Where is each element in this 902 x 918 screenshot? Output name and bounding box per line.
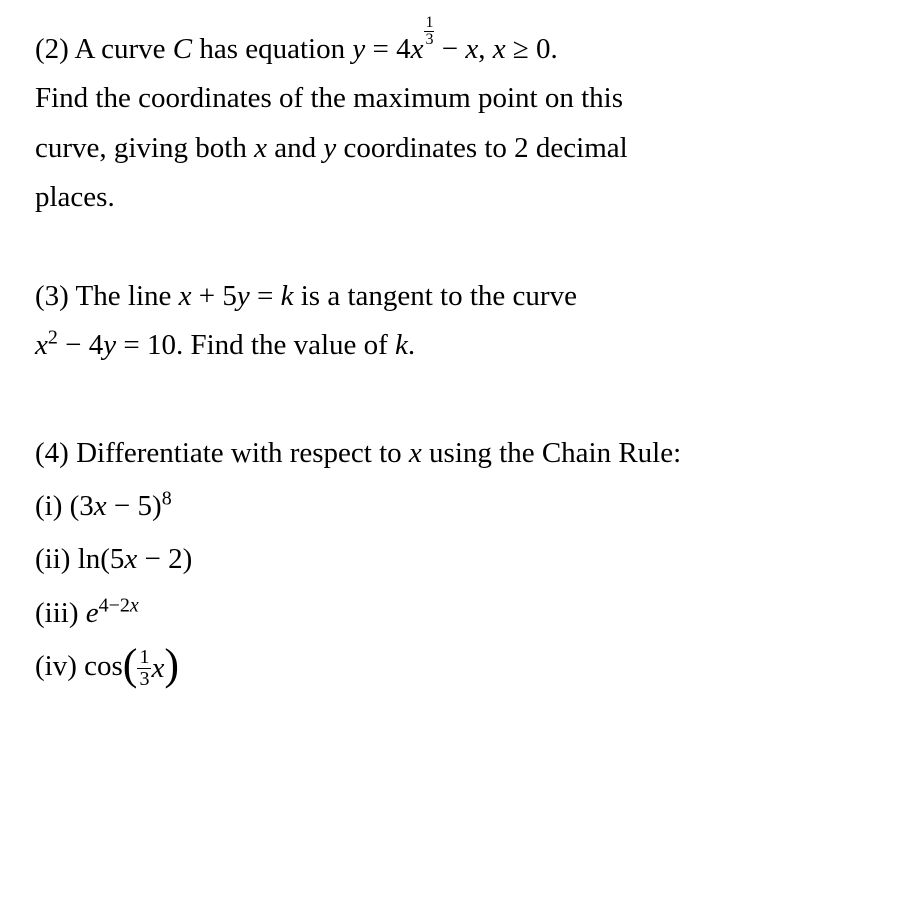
exp-var-x: x [130, 594, 139, 616]
denominator: 3 [137, 669, 151, 690]
paren-content: 13x [137, 652, 164, 684]
problem-label: (3) [35, 280, 69, 312]
equals: = [365, 33, 396, 65]
sub-label: (ii) [35, 543, 78, 575]
var-k: k [281, 280, 294, 312]
problem-3: (3) The line x + 5y = k is a tangent to … [35, 272, 867, 371]
problem-2: (2) A curve C has equation y = 4x13 − x,… [35, 25, 867, 222]
problem-2-line-4: places. [35, 173, 867, 222]
period: . [408, 329, 415, 361]
var-x: x [151, 652, 164, 684]
var-x: x [124, 543, 137, 575]
problem-4: (4) Differentiate with respect to x usin… [35, 429, 867, 693]
open-big-paren: ( [123, 640, 138, 689]
fraction: 13 [137, 647, 151, 690]
var-y: y [323, 132, 336, 164]
exp-numerator: 1 [424, 15, 434, 32]
condition: ≥ 0. [506, 33, 558, 65]
var-x: x [94, 490, 107, 522]
problem-4-i: (i) (3x − 5)8 [35, 482, 867, 531]
var-x: x [465, 33, 478, 65]
var-x: x [254, 132, 267, 164]
var-k: k [395, 329, 408, 361]
exp-part: 4−2 [99, 594, 130, 616]
text: is a tangent to the curve [293, 280, 576, 312]
close-paren: − 5) [107, 490, 162, 522]
text: and [267, 132, 323, 164]
ln: ln(5 [78, 543, 125, 575]
var-x: x [35, 329, 48, 361]
sub-label: (iii) [35, 597, 86, 629]
sub-label: (iv) [35, 650, 84, 682]
problem-label: (2) [35, 33, 69, 65]
text: coordinates to 2 decimal [336, 132, 628, 164]
curve-name: C [173, 33, 192, 65]
problem-4-ii: (ii) ln(5x − 2) [35, 535, 867, 584]
text: Differentiate with respect to [69, 437, 409, 469]
equals: = [250, 280, 281, 312]
problem-2-line-2: Find the coordinates of the maximum poin… [35, 74, 867, 123]
text: . Find the value of [176, 329, 395, 361]
problem-4-iii: (iii) e4−2x [35, 589, 867, 638]
text: using the Chain Rule: [422, 437, 681, 469]
problem-label: (4) [35, 437, 69, 469]
text: The line [69, 280, 179, 312]
minus: − [434, 33, 465, 65]
var-x: x [179, 280, 192, 312]
problem-3-line-1: (3) The line x + 5y = k is a tangent to … [35, 272, 867, 321]
var-y: y [352, 33, 365, 65]
exp-denominator: 3 [424, 32, 434, 48]
var-y: y [237, 280, 250, 312]
coef: 4 [396, 33, 411, 65]
text: curve, giving both [35, 132, 254, 164]
text: has equation [192, 33, 352, 65]
var-x: x [409, 437, 422, 469]
problem-2-line-1: (2) A curve C has equation y = 4x13 − x,… [35, 25, 867, 74]
exponent: 8 [162, 487, 172, 509]
text: A curve [74, 33, 172, 65]
minus: − 4 [58, 329, 103, 361]
numerator: 1 [137, 647, 151, 669]
cos: cos [84, 650, 123, 682]
var-x: x [493, 33, 506, 65]
var-y: y [103, 329, 116, 361]
exponent: 4−2x [99, 594, 139, 616]
problem-2-line-3: curve, giving both x and y coordinates t… [35, 124, 867, 173]
sub-label: (i) [35, 490, 70, 522]
problem-4-intro: (4) Differentiate with respect to x usin… [35, 429, 867, 478]
exponent: 2 [48, 327, 58, 349]
equals: = 10 [116, 329, 176, 361]
open-paren: (3 [70, 490, 94, 522]
close-paren: − 2) [137, 543, 192, 575]
exponent-fraction: 13 [424, 15, 434, 48]
problem-3-line-2: x2 − 4y = 10. Find the value of k. [35, 321, 867, 370]
plus: + 5 [192, 280, 237, 312]
comma: , [478, 33, 493, 65]
problem-4-iv: (iv) cos(13x) [35, 642, 867, 693]
var-e: e [86, 597, 99, 629]
close-big-paren: ) [164, 640, 179, 689]
var-x: x [411, 33, 424, 65]
